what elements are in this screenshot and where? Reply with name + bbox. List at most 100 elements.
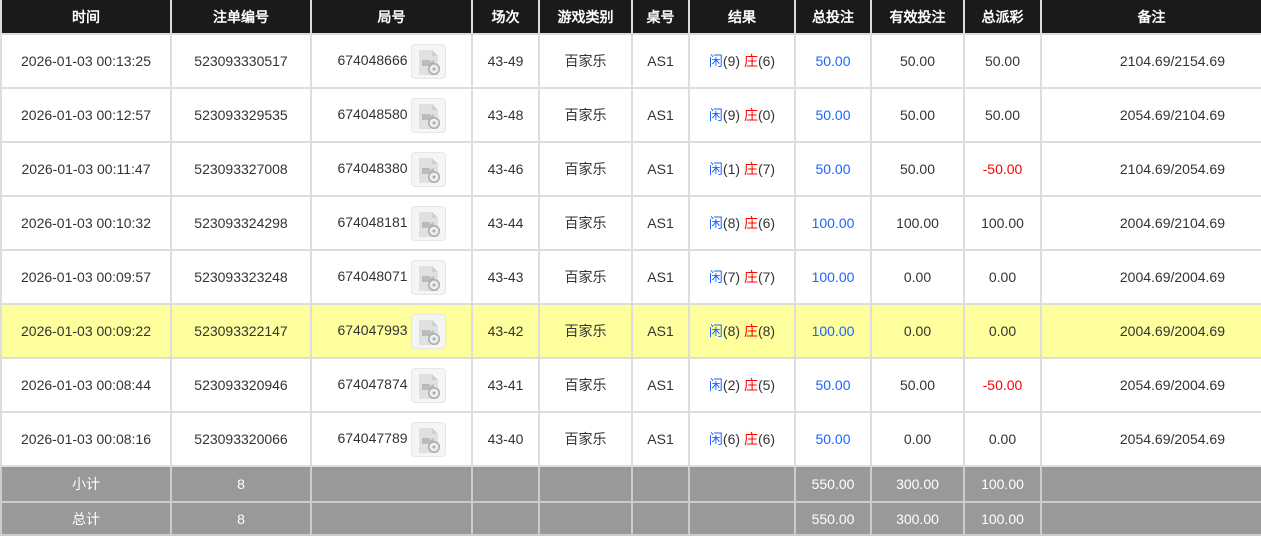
column-header: 桌号 (631, 0, 690, 35)
payout-cell: -50.00 (963, 141, 1042, 197)
round-cell: 674048580 (310, 87, 473, 143)
subtotal-valid-bet: 300.00 (870, 465, 965, 503)
time-cell: 2026-01-03 00:08:16 (0, 411, 172, 467)
player-label: 闲 (708, 431, 723, 447)
time-cell: 2026-01-03 00:11:47 (0, 141, 172, 197)
table-cell: AS1 (631, 87, 690, 143)
total-valid-bet: 300.00 (870, 501, 965, 536)
payout-cell: 50.00 (963, 33, 1042, 89)
bet-id-cell: 523093322147 (170, 303, 312, 359)
banker-score: (6) (757, 431, 776, 447)
video-file-icon[interactable] (410, 259, 446, 295)
table-row[interactable]: 2026-01-03 00:11:47 523093327008 6740483… (0, 141, 1261, 197)
round-cell: 674047993 (310, 303, 473, 359)
player-score: (8) (722, 323, 741, 339)
banker-label: 庄 (743, 215, 758, 231)
player-score: (8) (722, 215, 741, 231)
round-cell: 674047789 (310, 411, 473, 467)
player-label: 闲 (708, 161, 723, 177)
time-cell: 2026-01-03 00:09:57 (0, 249, 172, 305)
video-file-icon[interactable] (410, 205, 446, 241)
session-cell: 43-46 (471, 141, 540, 197)
bet-id-cell: 523093329535 (170, 87, 312, 143)
banker-score: (7) (757, 269, 776, 285)
table-row[interactable]: 2026-01-03 00:12:57 523093329535 6740485… (0, 87, 1261, 143)
result-cell: 闲(1) 庄(7) (688, 141, 796, 197)
table-row[interactable]: 2026-01-03 00:08:16 523093320066 6740477… (0, 411, 1261, 467)
valid-bet-cell: 0.00 (870, 249, 965, 305)
round-cell: 674048380 (310, 141, 473, 197)
round-cell: 674047874 (310, 357, 473, 413)
column-header: 场次 (471, 0, 540, 35)
table-cell: AS1 (631, 195, 690, 251)
payout-cell: -50.00 (963, 357, 1042, 413)
total-row: 总计 8 550.00 300.00 100.00 (0, 501, 1261, 536)
video-file-icon[interactable] (410, 421, 446, 457)
banker-score: (8) (757, 323, 776, 339)
table-header: 时间 注单编号 局号 场次 游戏类别 桌号 结果 总投注 有效投注 总派彩 备注 (0, 0, 1261, 35)
session-cell: 43-48 (471, 87, 540, 143)
player-score: (9) (722, 107, 741, 123)
valid-bet-cell: 0.00 (870, 411, 965, 467)
subtotal-payout: 100.00 (963, 465, 1042, 503)
result-cell: 闲(7) 庄(7) (688, 249, 796, 305)
payout-cell: 0.00 (963, 249, 1042, 305)
table-row[interactable]: 2026-01-03 00:09:22 523093322147 6740479… (0, 303, 1261, 359)
round-number: 674048071 (337, 267, 408, 284)
column-header: 时间 (0, 0, 172, 35)
column-header: 注单编号 (170, 0, 312, 35)
player-score: (1) (722, 161, 741, 177)
table-cell: AS1 (631, 33, 690, 89)
banker-score: (6) (757, 53, 776, 69)
payout-cell: 0.00 (963, 411, 1042, 467)
banker-label: 庄 (743, 431, 758, 447)
player-label: 闲 (708, 53, 723, 69)
table-cell: AS1 (631, 303, 690, 359)
player-label: 闲 (708, 269, 723, 285)
bet-id-cell: 523093330517 (170, 33, 312, 89)
table-row[interactable]: 2026-01-03 00:08:44 523093320946 6740478… (0, 357, 1261, 413)
round-number: 674048580 (337, 105, 408, 122)
session-cell: 43-40 (471, 411, 540, 467)
video-file-icon[interactable] (410, 151, 446, 187)
total-bet-cell: 50.00 (794, 411, 872, 467)
table-cell: AS1 (631, 141, 690, 197)
table-row[interactable]: 2026-01-03 00:13:25 523093330517 6740486… (0, 33, 1261, 89)
round-number: 674047993 (337, 321, 408, 338)
video-file-icon[interactable] (410, 43, 446, 79)
valid-bet-cell: 100.00 (870, 195, 965, 251)
table-row[interactable]: 2026-01-03 00:10:32 523093324298 6740481… (0, 195, 1261, 251)
total-bet-cell: 100.00 (794, 303, 872, 359)
session-cell: 43-49 (471, 33, 540, 89)
memo-cell: 2054.69/2104.69 (1040, 87, 1261, 143)
banker-label: 庄 (743, 53, 758, 69)
video-file-icon[interactable] (410, 313, 446, 349)
total-bet-cell: 50.00 (794, 357, 872, 413)
round-cell: 674048181 (310, 195, 473, 251)
bet-id-cell: 523093327008 (170, 141, 312, 197)
bet-id-cell: 523093324298 (170, 195, 312, 251)
player-label: 闲 (708, 377, 723, 393)
banker-label: 庄 (743, 107, 758, 123)
bet-id-cell: 523093320066 (170, 411, 312, 467)
total-bet-cell: 50.00 (794, 33, 872, 89)
table-cell: AS1 (631, 357, 690, 413)
payout-cell: 100.00 (963, 195, 1042, 251)
banker-score: (5) (757, 377, 776, 393)
video-file-icon[interactable] (410, 97, 446, 133)
table-row[interactable]: 2026-01-03 00:09:57 523093323248 6740480… (0, 249, 1261, 305)
banker-label: 庄 (743, 377, 758, 393)
column-header: 结果 (688, 0, 796, 35)
subtotal-label: 小计 (0, 465, 172, 503)
game-type-cell: 百家乐 (538, 195, 633, 251)
player-score: (7) (722, 269, 741, 285)
round-number: 674048666 (337, 51, 408, 68)
video-file-icon[interactable] (410, 367, 446, 403)
valid-bet-cell: 50.00 (870, 33, 965, 89)
memo-cell: 2004.69/2104.69 (1040, 195, 1261, 251)
game-type-cell: 百家乐 (538, 357, 633, 413)
round-number: 674047874 (337, 375, 408, 392)
valid-bet-cell: 0.00 (870, 303, 965, 359)
session-cell: 43-42 (471, 303, 540, 359)
table-cell: AS1 (631, 411, 690, 467)
